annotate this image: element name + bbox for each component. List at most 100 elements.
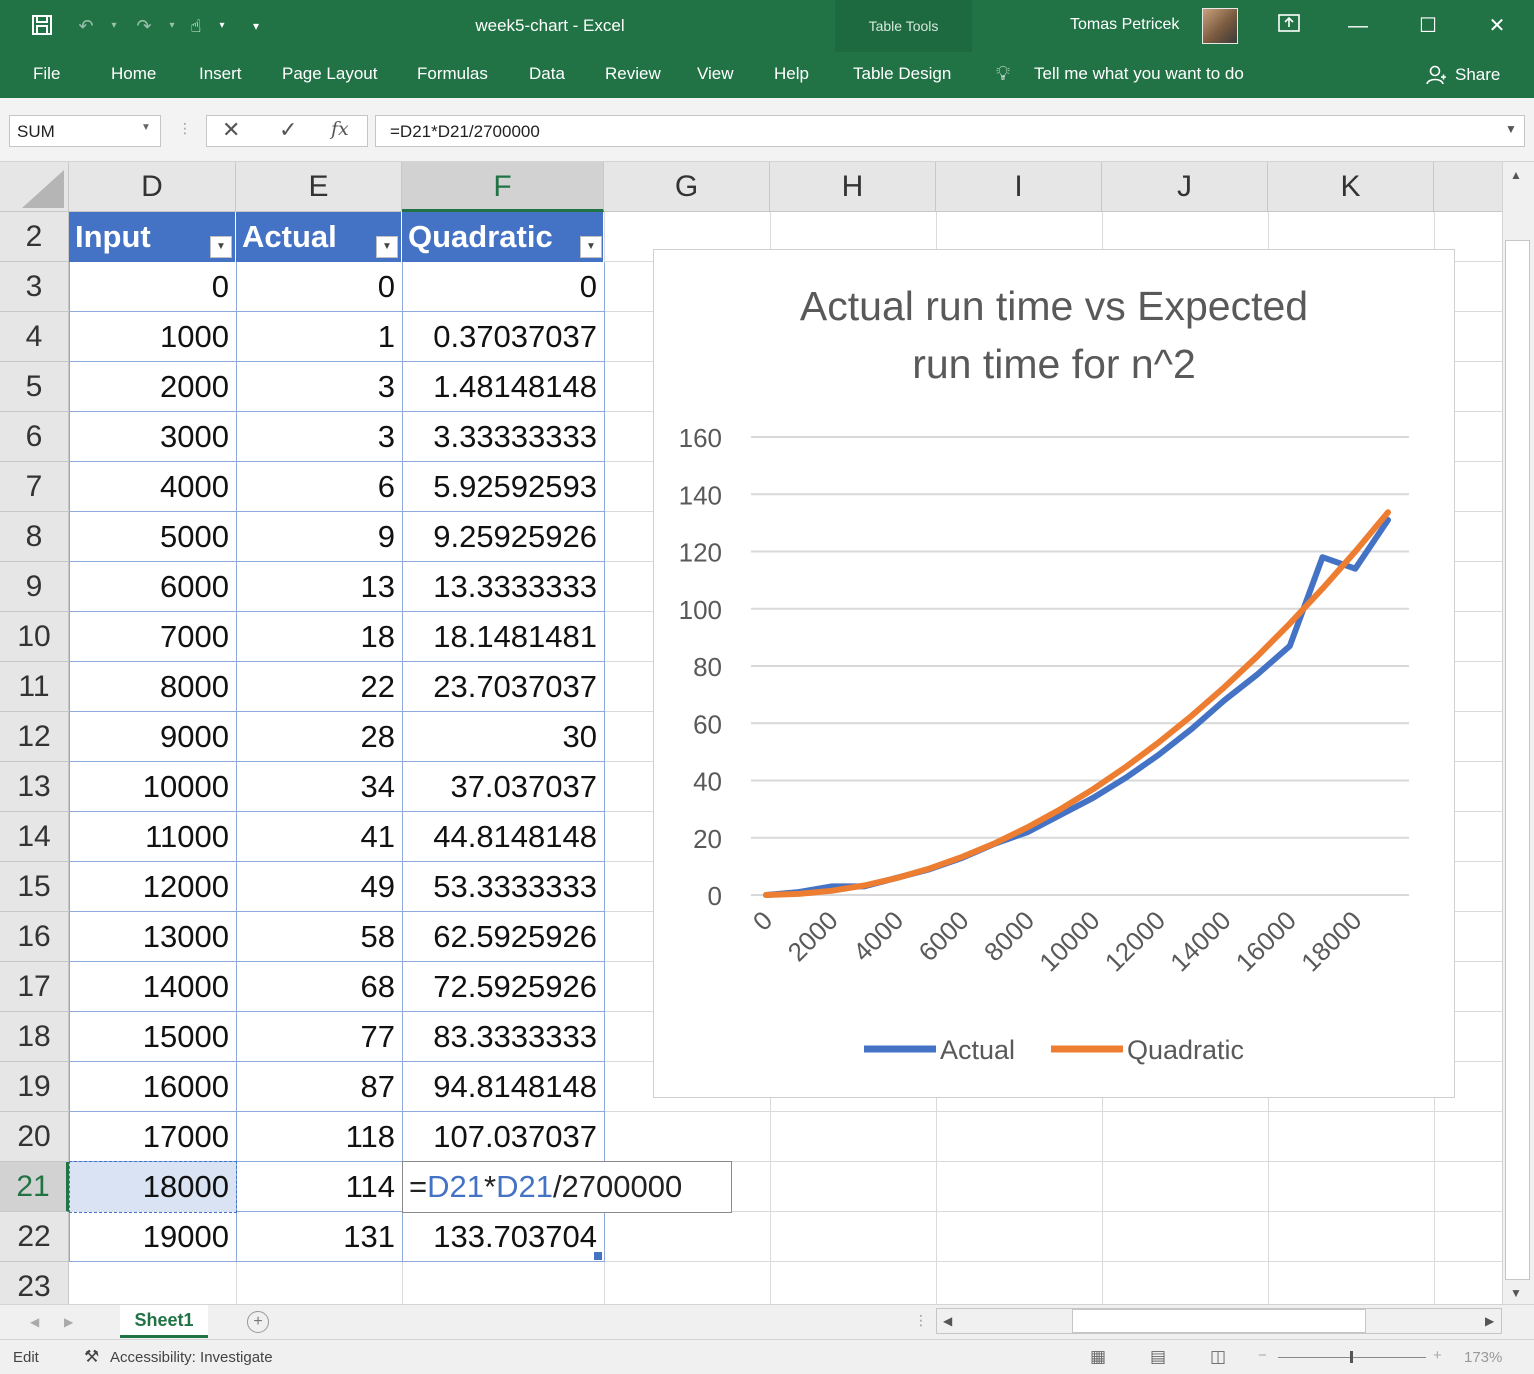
cell-e12[interactable]: 28 (360, 719, 395, 754)
cell-d13[interactable]: 10000 (142, 769, 229, 804)
tab-formulas[interactable]: Formulas (417, 64, 488, 83)
expand-formula-bar-icon[interactable]: ▼ (1505, 122, 1517, 136)
cell-f8[interactable]: 9.25925926 (433, 519, 597, 554)
cell-d12[interactable]: 9000 (160, 719, 229, 754)
cell-e8[interactable]: 9 (377, 519, 395, 554)
cell-d11[interactable]: 8000 (160, 669, 229, 704)
cell-f22[interactable]: 133.703704 (433, 1219, 597, 1254)
undo-dropdown-icon[interactable]: ▾ (111, 20, 117, 31)
next-sheet-icon[interactable]: ▶ (64, 1315, 74, 1329)
cell-d3[interactable]: 0 (211, 269, 229, 304)
accessibility-icon[interactable]: ⚒ (84, 1347, 100, 1366)
table-header-quadratic[interactable]: Quadratic (402, 212, 604, 262)
share-icon[interactable] (1425, 64, 1447, 91)
worksheet-grid[interactable]: D E F G H I J K 2 3 4 5 6 7 8 9 10 11 12 13 14 15 16 17… (0, 162, 1502, 1304)
row-header-3[interactable]: 3 (0, 262, 69, 312)
row-header-15[interactable]: 15 (0, 862, 69, 912)
cancel-icon[interactable]: ✕ (222, 117, 241, 142)
column-header-k[interactable]: K (1268, 162, 1434, 212)
filter-dropdown-icon[interactable]: ▼ (376, 236, 398, 258)
prev-sheet-icon[interactable]: ◀ (30, 1315, 40, 1329)
cell-e15[interactable]: 49 (360, 869, 395, 904)
avatar[interactable] (1202, 8, 1238, 44)
maximize-icon[interactable]: ☐ (1419, 15, 1437, 37)
accessibility-status[interactable]: Accessibility: Investigate (110, 1349, 273, 1366)
row-header-8[interactable]: 8 (0, 512, 69, 562)
chart[interactable]: Actual run time vs Expected run time for … (653, 249, 1455, 1098)
cell-f17[interactable]: 72.5925926 (433, 969, 597, 1004)
cell-e18[interactable]: 77 (360, 1019, 395, 1054)
row-header-21[interactable]: 21 (0, 1162, 69, 1212)
row-header-14[interactable]: 14 (0, 812, 69, 862)
cell-d9[interactable]: 6000 (160, 569, 229, 604)
row-header-23[interactable]: 23 (0, 1262, 69, 1304)
user-name[interactable]: Tomas Petricek (1070, 16, 1180, 33)
cell-d7[interactable]: 4000 (160, 469, 229, 504)
cell-d10[interactable]: 7000 (160, 619, 229, 654)
cell-e14[interactable]: 41 (360, 819, 395, 854)
vertical-scroll-thumb[interactable] (1505, 240, 1530, 1280)
row-header-18[interactable]: 18 (0, 1012, 69, 1062)
cell-d14[interactable]: 11000 (145, 819, 229, 854)
touch-dropdown-icon[interactable]: ▾ (219, 20, 225, 31)
minimize-icon[interactable]: — (1348, 15, 1368, 37)
close-icon[interactable]: ✕ (1488, 15, 1506, 37)
row-header-4[interactable]: 4 (0, 312, 69, 362)
normal-view-icon[interactable]: ▦ (1090, 1347, 1107, 1366)
formula-bar-grip-icon[interactable]: ⋮ (178, 120, 192, 136)
cell-f21-editor[interactable]: =D21*D21/2700000 (402, 1161, 732, 1213)
scroll-down-icon[interactable]: ▼ (1510, 1286, 1522, 1300)
cell-e11[interactable]: 22 (360, 669, 395, 704)
cell-f5[interactable]: 1.48148148 (433, 369, 597, 404)
cell-e16[interactable]: 58 (360, 919, 395, 954)
undo-icon[interactable]: ↶ (78, 16, 94, 36)
cell-e4[interactable]: 1 (377, 319, 395, 354)
tab-review[interactable]: Review (605, 64, 661, 83)
tab-file[interactable]: File (33, 64, 61, 83)
cell-d8[interactable]: 5000 (160, 519, 229, 554)
row-header-7[interactable]: 7 (0, 462, 69, 512)
select-all-button[interactable] (0, 162, 69, 212)
column-header-i[interactable]: I (936, 162, 1102, 212)
cell-d20[interactable]: 17000 (142, 1119, 229, 1154)
row-header-13[interactable]: 13 (0, 762, 69, 812)
cell-d18[interactable]: 15000 (142, 1019, 229, 1054)
scroll-right-icon[interactable]: ▶ (1485, 1314, 1495, 1328)
row-header-11[interactable]: 11 (0, 662, 69, 712)
cell-e9[interactable]: 13 (360, 569, 395, 604)
filter-dropdown-icon[interactable]: ▼ (580, 236, 602, 258)
column-header-d[interactable]: D (69, 162, 236, 212)
tab-data[interactable]: Data (529, 64, 565, 83)
row-header-10[interactable]: 10 (0, 612, 69, 662)
cell-f19[interactable]: 94.8148148 (433, 1069, 597, 1104)
tab-split-grip-icon[interactable]: ⋮ (914, 1312, 928, 1328)
cell-f18[interactable]: 83.3333333 (433, 1019, 597, 1054)
row-header-12[interactable]: 12 (0, 712, 69, 762)
cell-d22[interactable]: 19000 (142, 1219, 229, 1254)
row-header-6[interactable]: 6 (0, 412, 69, 462)
tab-table-design[interactable]: Table Design (853, 64, 952, 83)
horizontal-scroll-thumb[interactable] (1072, 1309, 1366, 1333)
row-header-5[interactable]: 5 (0, 362, 69, 412)
filter-dropdown-icon[interactable]: ▼ (210, 236, 232, 258)
page-layout-view-icon[interactable]: ▤ (1150, 1347, 1167, 1366)
row-header-16[interactable]: 16 (0, 912, 69, 962)
cell-d21[interactable]: 18000 (142, 1169, 229, 1204)
tab-page-layout[interactable]: Page Layout (282, 64, 378, 83)
column-header-g[interactable]: G (604, 162, 770, 212)
cell-e19[interactable]: 87 (360, 1069, 395, 1104)
row-header-2[interactable]: 2 (0, 212, 69, 262)
name-box[interactable]: SUM (9, 115, 161, 147)
zoom-level[interactable]: 173% (1464, 1349, 1503, 1366)
table-header-input[interactable]: Input (69, 212, 236, 262)
cell-e22[interactable]: 131 (343, 1219, 395, 1254)
cell-e21[interactable]: 114 (345, 1169, 395, 1204)
name-box-dropdown-icon[interactable]: ▼ (141, 122, 151, 133)
cell-f4[interactable]: 0.37037037 (433, 319, 597, 354)
cell-f20[interactable]: 107.037037 (433, 1119, 597, 1154)
page-break-view-icon[interactable]: ◫ (1210, 1347, 1227, 1366)
row-header-19[interactable]: 19 (0, 1062, 69, 1112)
cell-d17[interactable]: 14000 (142, 969, 229, 1004)
zoom-out-icon[interactable]: − (1258, 1347, 1267, 1364)
formula-input[interactable]: =D21*D21/2700000 (375, 115, 1525, 147)
